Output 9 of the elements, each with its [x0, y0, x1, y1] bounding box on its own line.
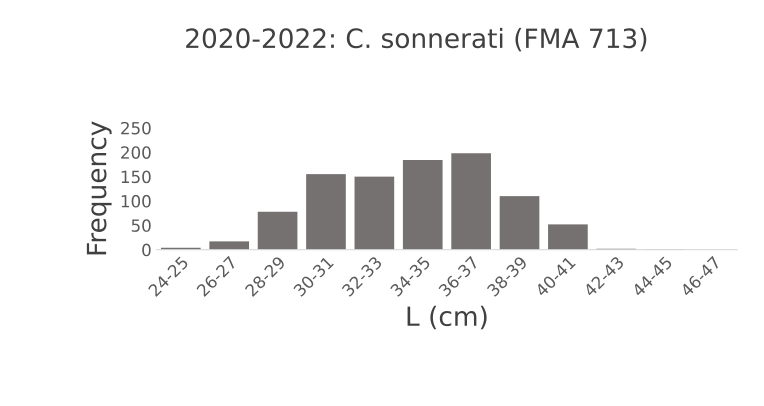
y-tick-label: 100	[122, 194, 151, 208]
y-tick-label: 150	[122, 170, 151, 184]
chart-title: 2020-2022: C. sonnerati (FMA 713)	[186, 28, 646, 52]
x-axis-title: L (cm)	[408, 306, 487, 330]
y-axis-title: Frequency	[86, 121, 112, 254]
y-tick-label: 250	[121, 122, 151, 134]
y-tick-label: 50	[132, 219, 151, 232]
y-tick-label: 200	[121, 146, 151, 159]
y-tick-label: 0	[142, 244, 151, 256]
